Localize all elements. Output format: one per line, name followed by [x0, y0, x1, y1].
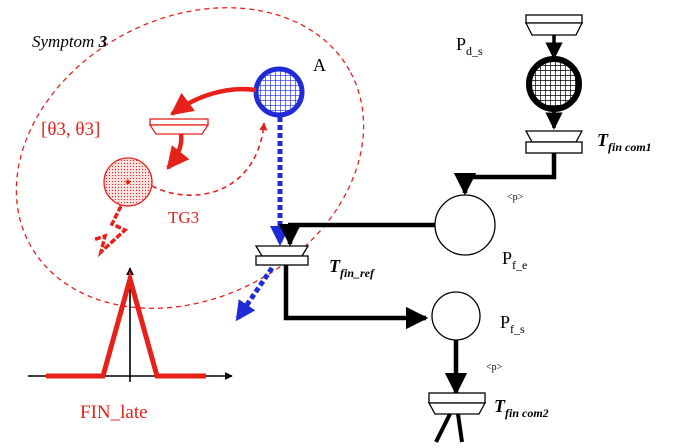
fin-com2-transition[interactable]	[427, 392, 487, 415]
arc-label-p1: <p>	[507, 192, 524, 203]
fin-late-label: FIN_late	[80, 402, 148, 423]
fin-ref-label: Tfin_ref	[329, 256, 375, 280]
arc-tg3-jagged	[92, 205, 129, 258]
fin-late-curve	[46, 269, 206, 379]
symptom-region	[15, 7, 365, 309]
fin-com1-label: Tfin com1	[597, 130, 652, 154]
pds-label: Pd_s	[456, 34, 483, 58]
arc-fin-ref-out	[235, 266, 275, 322]
pfs-label: Pf_s	[500, 312, 525, 336]
place-a-label: A	[313, 55, 326, 75]
fin-com1-transition[interactable]	[524, 130, 584, 154]
arc-fin-com1-to-pfe	[453, 153, 557, 196]
interval-label: [θ3, θ3]	[41, 119, 100, 140]
interval-transition[interactable]	[148, 118, 210, 135]
fin-ref-transition[interactable]	[254, 245, 310, 266]
arc-fin-ref-to-pfs	[283, 265, 429, 330]
arc-fin-com2-out-right	[456, 413, 464, 443]
arc-label-p2: <p>	[486, 362, 503, 373]
fin-com2-label: Tfin com2	[494, 396, 549, 420]
arc-a-to-interval	[170, 86, 257, 116]
place-black-grid[interactable]	[526, 56, 582, 112]
arc-fin-com2-out-left	[434, 413, 452, 443]
pds-transition[interactable]	[524, 14, 584, 36]
place-pfe[interactable]	[434, 194, 496, 256]
arc-interval-to-tg3	[166, 133, 190, 170]
fin-late-plot	[28, 267, 233, 382]
arc-tg3-to-a	[151, 122, 268, 197]
tg3-token	[125, 179, 131, 185]
tg3-label: TG3	[168, 208, 199, 227]
symptom-title: Symptom 3	[32, 32, 108, 51]
pfe-label: Pf_e	[502, 248, 527, 272]
place-pfs[interactable]	[431, 291, 481, 341]
place-a[interactable]	[253, 66, 305, 118]
